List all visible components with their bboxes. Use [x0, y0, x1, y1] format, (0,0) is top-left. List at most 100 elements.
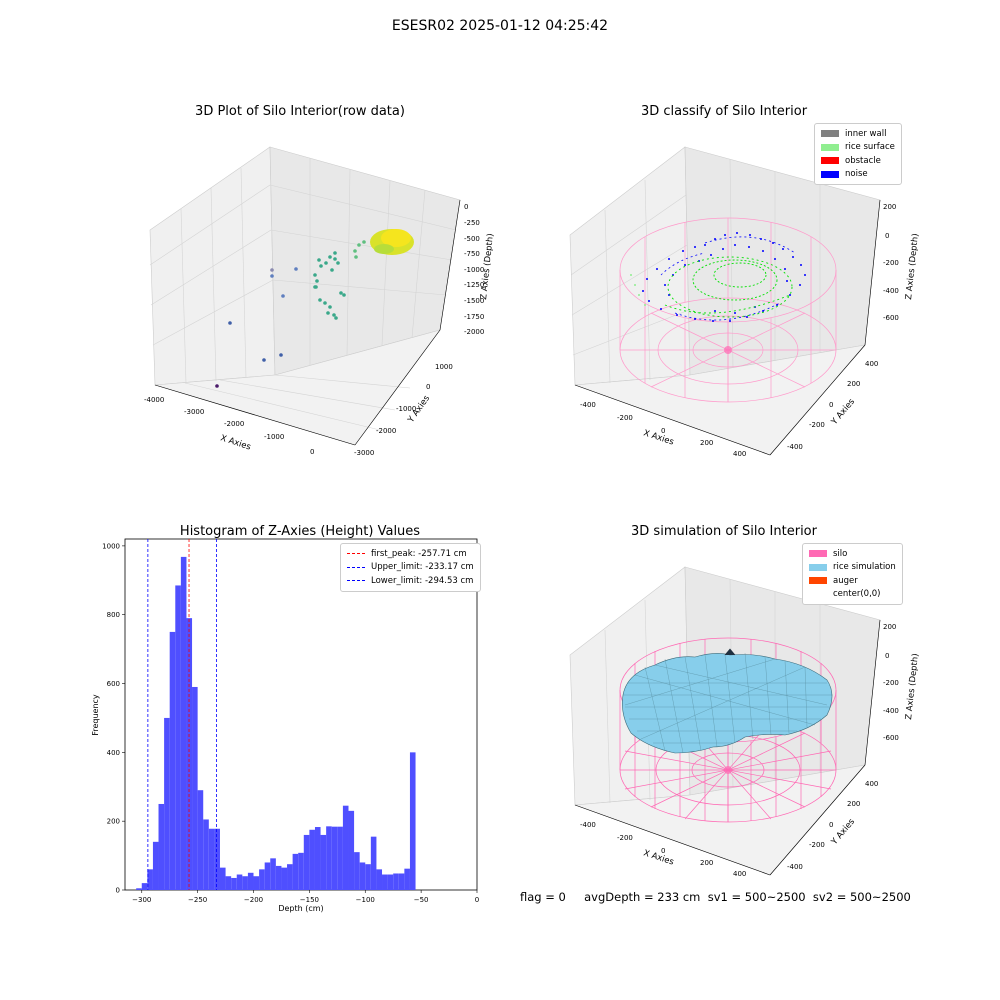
legend-swatch	[809, 563, 827, 571]
histogram-bar	[359, 862, 366, 890]
histogram-bar	[158, 803, 165, 890]
histogram-bar	[298, 852, 304, 890]
plot1-xlabel: X Axies	[219, 433, 252, 452]
legend-line	[347, 566, 365, 568]
plot4-zlabel: Z Axies (Depth)	[904, 653, 921, 720]
plot2-ztick: -200	[883, 259, 899, 267]
plot1-ztick: -2000	[464, 328, 484, 336]
figure-title: ESESR02 2025-01-12 04:25:42	[391, 18, 609, 34]
plot1-ytick: -1000	[396, 405, 416, 413]
histogram-bar	[141, 883, 148, 890]
histogram-bar	[231, 877, 237, 890]
plot2-xtick: 400	[733, 450, 746, 458]
plot2-ytick: 400	[865, 360, 878, 368]
histogram-xtick-label: −50	[414, 896, 429, 904]
legend-swatch	[809, 591, 827, 598]
plot1-title: 3D Plot of Silo Interior(row data)	[195, 104, 405, 119]
legend-line	[347, 580, 365, 582]
legend-swatch	[821, 143, 839, 151]
plot2-ztick: 0	[885, 232, 889, 240]
plot2-xtick: 0	[661, 427, 665, 435]
legend-swatch	[821, 170, 839, 178]
plot1-ztick: -1000	[464, 266, 484, 274]
plot1-ytick: 0	[426, 383, 430, 391]
plot4-ytick: 0	[829, 821, 833, 829]
histogram-xtick-label: −150	[300, 896, 319, 904]
plot3-title: Histogram of Z-Axies (Height) Values	[179, 524, 421, 539]
histogram-bar	[180, 556, 187, 890]
histogram-bar	[404, 868, 410, 890]
histogram-bar	[225, 876, 232, 890]
histogram-bar	[314, 827, 321, 890]
histogram-bar	[147, 869, 153, 890]
plot4-xtick: 0	[661, 847, 665, 855]
plot4-ztick: -200	[883, 679, 899, 687]
plot1-xtick: -4000	[144, 396, 164, 404]
legend-label: noise	[845, 169, 868, 180]
histogram-xtick-label: −300	[132, 896, 151, 904]
histogram-bar	[175, 585, 181, 890]
histogram-bar	[303, 834, 310, 890]
plot2-ztick: 200	[883, 203, 896, 211]
histogram-bar	[247, 872, 254, 890]
plot1-xtick: -2000	[224, 420, 244, 428]
histogram-bar	[253, 876, 260, 890]
legend-label: auger	[833, 575, 858, 586]
plot2-xtick: -200	[617, 414, 633, 422]
plot4-xtick: 400	[733, 870, 746, 878]
legend-label: rice surface	[845, 142, 895, 153]
histogram-bar	[197, 790, 204, 890]
plot4-xtick: -200	[617, 834, 633, 842]
legend-label: Lower_limit: -294.53 cm	[371, 575, 474, 586]
histogram-bar	[365, 864, 371, 890]
plot4-xlabel: X Axies	[642, 848, 675, 867]
histogram-xtick-label: −200	[244, 896, 263, 904]
plot2-zlabel: Z Axies (Depth)	[904, 233, 921, 300]
histogram-ytick-label: 400	[107, 749, 120, 757]
histogram-bar	[164, 717, 170, 890]
plot1-3d-scatter: -4000 -3000 -2000 -1000 0 -3000 -2000 -1…	[144, 146, 496, 457]
histogram-bar	[342, 805, 349, 890]
plot1-ztick: -1500	[464, 297, 484, 305]
plot1-xtick: -3000	[184, 408, 204, 416]
histogram-ytick-label: 200	[107, 818, 120, 826]
plot1-zlabel: Z Axies (Depth)	[479, 233, 496, 300]
legend-label: first_peak: -257.71 cm	[371, 548, 467, 559]
histogram-bar	[292, 853, 299, 890]
histogram-ytick-label: 800	[107, 611, 120, 619]
plot2-xlabel: X Axies	[642, 428, 675, 447]
plot4-ztick: 200	[883, 623, 896, 631]
plot2-ytick: -200	[809, 421, 825, 429]
histogram-bar	[348, 810, 355, 890]
histogram-bar	[152, 841, 159, 890]
histogram-bar	[287, 864, 293, 890]
plot4-xtick: -400	[580, 821, 596, 829]
plot4-title: 3D simulation of Silo Interior	[631, 524, 817, 539]
histogram-legend: first_peak: -257.71 cm Upper_limit: -233…	[340, 543, 481, 592]
plot1-xtick: -1000	[264, 433, 284, 441]
legend-label: Upper_limit: -233.17 cm	[371, 562, 474, 573]
plot1-ztick: -250	[464, 219, 480, 227]
histogram-ytick-label: 1000	[102, 542, 120, 550]
legend-line	[347, 553, 365, 555]
histogram-bar	[398, 873, 405, 890]
histogram-bar	[236, 874, 243, 890]
histogram-bar	[370, 836, 377, 890]
histogram-bar	[214, 828, 220, 890]
plot2-ztick: -600	[883, 314, 899, 322]
plot4-ytick: -400	[787, 863, 803, 871]
histogram-bar	[203, 819, 209, 890]
plot1-ztick: -500	[464, 235, 480, 243]
plot2-legend: inner wall rice surface obstacle noise	[814, 123, 902, 185]
legend-swatch	[809, 577, 827, 585]
histogram-bar	[393, 873, 399, 890]
plot2-ytick: 200	[847, 380, 860, 388]
histogram-xtick-label: 0	[475, 896, 479, 904]
plot2-xtick: 200	[700, 439, 713, 447]
plot4-ytick: 400	[865, 780, 878, 788]
histogram-bar	[387, 874, 394, 890]
plot4-ytick: 200	[847, 800, 860, 808]
plot1-ytick: 1000	[435, 363, 453, 371]
plot4-xtick: 200	[700, 859, 713, 867]
plot1-ztick: -1750	[464, 313, 484, 321]
